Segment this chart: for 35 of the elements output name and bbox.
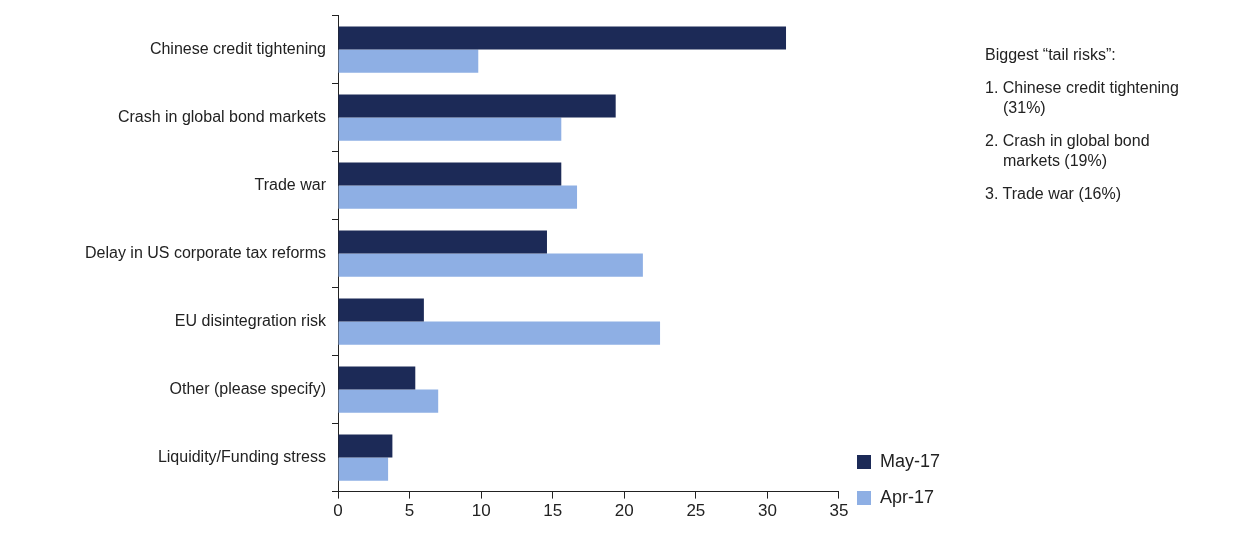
bar (338, 253, 643, 277)
legend-label: May-17 (879, 450, 941, 471)
text: 2. Crash in global bond markets (19%) (985, 131, 1151, 171)
bar (338, 117, 562, 141)
y-tick-label: Other (please specify) (169, 380, 326, 398)
bar (338, 49, 479, 73)
x-tick-label: 30 (757, 501, 777, 521)
text: 1. Chinese credit tightening (31%) (985, 78, 1180, 118)
x-tick-label: 5 (404, 501, 415, 521)
y-tick-label: Trade war (254, 176, 327, 194)
bar (338, 389, 439, 413)
bar (338, 366, 416, 390)
x-tick-label: 0 (333, 501, 343, 521)
x-tick-label: 20 (614, 501, 634, 521)
legend-label: Apr-17 (879, 486, 935, 507)
y-tick-label: EU disintegration risk (174, 312, 327, 330)
x-tick-label: 10 (471, 501, 491, 521)
text: 3. Trade war (16%) (985, 184, 1123, 204)
bar (338, 298, 424, 322)
text: Biggest “tail risks”: (985, 45, 1117, 65)
y-tick-label: Delay in US corporate tax reforms (85, 244, 326, 262)
bar (338, 26, 787, 50)
x-tick-label: 15 (543, 501, 563, 521)
y-tick-label: Liquidity/Funding stress (157, 448, 326, 466)
bar (338, 162, 562, 186)
bar (338, 457, 389, 481)
bar (338, 94, 616, 118)
bar (338, 185, 578, 209)
y-tick-label: Crash in global bond markets (117, 108, 326, 126)
y-tick-label: Chinese credit tightening (149, 40, 326, 58)
bar (338, 434, 393, 458)
bar (338, 230, 547, 254)
x-tick-label: 35 (829, 501, 849, 521)
bar (338, 321, 661, 345)
x-tick-label: 25 (686, 501, 706, 521)
